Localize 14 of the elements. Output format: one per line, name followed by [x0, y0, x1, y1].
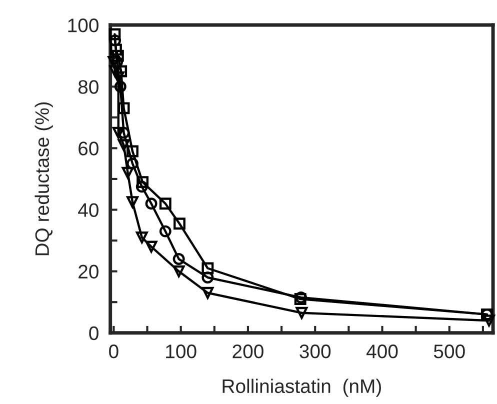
x-tick-label: 100 [166, 344, 196, 358]
x-tick-label: 0 [109, 344, 118, 358]
x-tick-label: 400 [366, 344, 398, 358]
y-axis-title: DQ reductase (%) [34, 102, 53, 256]
x-tick-label: 500 [434, 344, 465, 358]
y-tick-label: 40 [78, 203, 98, 217]
y-tick-label: 0 [89, 326, 98, 340]
y-tick-label: 60 [78, 142, 98, 156]
x-tick-label: 300 [300, 344, 331, 358]
y-tick-label: 100 [68, 18, 98, 32]
y-tick-label: 20 [78, 264, 98, 279]
y-tick-label: 80 [78, 80, 98, 94]
x-axis-title: Rolliniastatin (nM) [222, 378, 381, 397]
x-tick-label: 200 [232, 344, 264, 358]
